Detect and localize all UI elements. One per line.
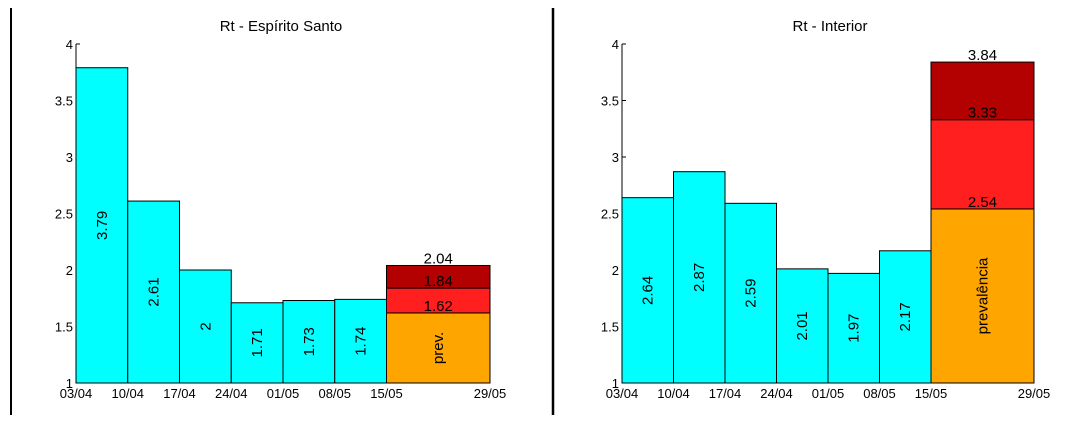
x-tick-label: 17/04 <box>709 386 742 401</box>
chart-title: Rt - Interior <box>792 18 867 35</box>
x-tick-label: 17/04 <box>163 386 196 401</box>
y-tick-label: 3.5 <box>55 94 73 109</box>
x-tick-label: 24/04 <box>760 386 793 401</box>
forecast-segment <box>930 119 1035 210</box>
forecast-base-label: prevalência <box>975 257 992 334</box>
rt-bar-value-label: 2.17 <box>897 302 914 331</box>
y-tick-label: 1.5 <box>601 320 619 335</box>
rt-bar-value-label: 1.74 <box>353 327 370 356</box>
x-tick-label: 01/05 <box>267 386 300 401</box>
y-tick-label: 3 <box>66 150 73 165</box>
forecast-value-label: 2.54 <box>968 194 997 211</box>
y-tick-label: 2 <box>66 263 73 278</box>
forecast-value-label: 3.84 <box>968 47 997 64</box>
y-tick-label: 2.5 <box>55 207 73 222</box>
rt-bar <box>621 197 674 384</box>
chart-title: Rt - Espírito Santo <box>220 18 343 35</box>
x-tick-label: 03/04 <box>60 386 93 401</box>
y-tick-label: 2.5 <box>601 207 619 222</box>
forecast-segment <box>930 61 1035 121</box>
x-tick-label: 08/05 <box>863 386 896 401</box>
x-tick-label: 10/04 <box>657 386 690 401</box>
x-tick-label: 08/05 <box>318 386 351 401</box>
forecast-value-label: 2.04 <box>424 250 453 267</box>
x-tick-label: 15/05 <box>915 386 948 401</box>
forecast-value-label: 1.84 <box>424 273 453 290</box>
rt-bar <box>334 298 387 384</box>
rt-bar <box>724 202 777 384</box>
y-tick-label: 4 <box>612 37 619 52</box>
rt-bar-value-label: 2.61 <box>146 277 163 306</box>
forecast-base-label: prev. <box>430 332 447 364</box>
forecast-value-label: 3.33 <box>968 105 997 122</box>
chart-interior: Rt - Interior 1 1.5 2 2.5 3 3.5 4 03/04 10/04 17/… <box>601 18 1050 401</box>
rt-bar <box>230 302 284 384</box>
y-tick-label: 3 <box>612 150 619 165</box>
rt-bar-value-label: 1.73 <box>301 327 318 356</box>
y-tick-label: 1 <box>66 376 73 391</box>
x-tick-label: 24/04 <box>215 386 248 401</box>
rt-bar <box>282 300 336 384</box>
rt-bar-value-label: 2.87 <box>691 263 708 292</box>
x-tick-label: 10/04 <box>111 386 144 401</box>
rt-bar <box>879 250 932 384</box>
x-tick-label: 03/04 <box>606 386 639 401</box>
rt-bar <box>127 200 180 384</box>
x-tick-label: 01/05 <box>812 386 845 401</box>
forecast-segment <box>386 312 491 384</box>
rt-bar <box>776 268 829 384</box>
rt-bar-value-label: 2 <box>197 322 214 330</box>
y-tick-label: 1 <box>612 376 619 391</box>
rt-bar-value-label: 2.64 <box>640 276 657 305</box>
forecast-segment <box>386 264 491 289</box>
x-tick-label: 29/05 <box>474 386 507 401</box>
rt-bar-value-label: 1.97 <box>846 314 863 343</box>
forecast-segment <box>930 208 1035 384</box>
x-tick-label: 29/05 <box>1018 386 1051 401</box>
chart-espirito-santo: Rt - Espírito Santo 1 1.5 2 2.5 3 3.5 4 03/04 10… <box>55 18 506 401</box>
rt-bar-value-label: 1.71 <box>249 328 266 357</box>
rt-bar-value-label: 2.59 <box>743 279 760 308</box>
rt-bar <box>179 269 232 384</box>
rt-bar <box>673 171 726 384</box>
y-tick-label: 3.5 <box>601 94 619 109</box>
y-tick-label: 1.5 <box>55 320 73 335</box>
y-tick-label: 2 <box>612 263 619 278</box>
rt-bar <box>827 272 880 384</box>
y-tick-label: 4 <box>66 37 73 52</box>
x-tick-label: 15/05 <box>370 386 403 401</box>
rt-bar-value-label: 3.79 <box>94 211 111 240</box>
rt-bar-value-label: 2.01 <box>794 311 811 340</box>
forecast-value-label: 1.62 <box>424 298 453 315</box>
